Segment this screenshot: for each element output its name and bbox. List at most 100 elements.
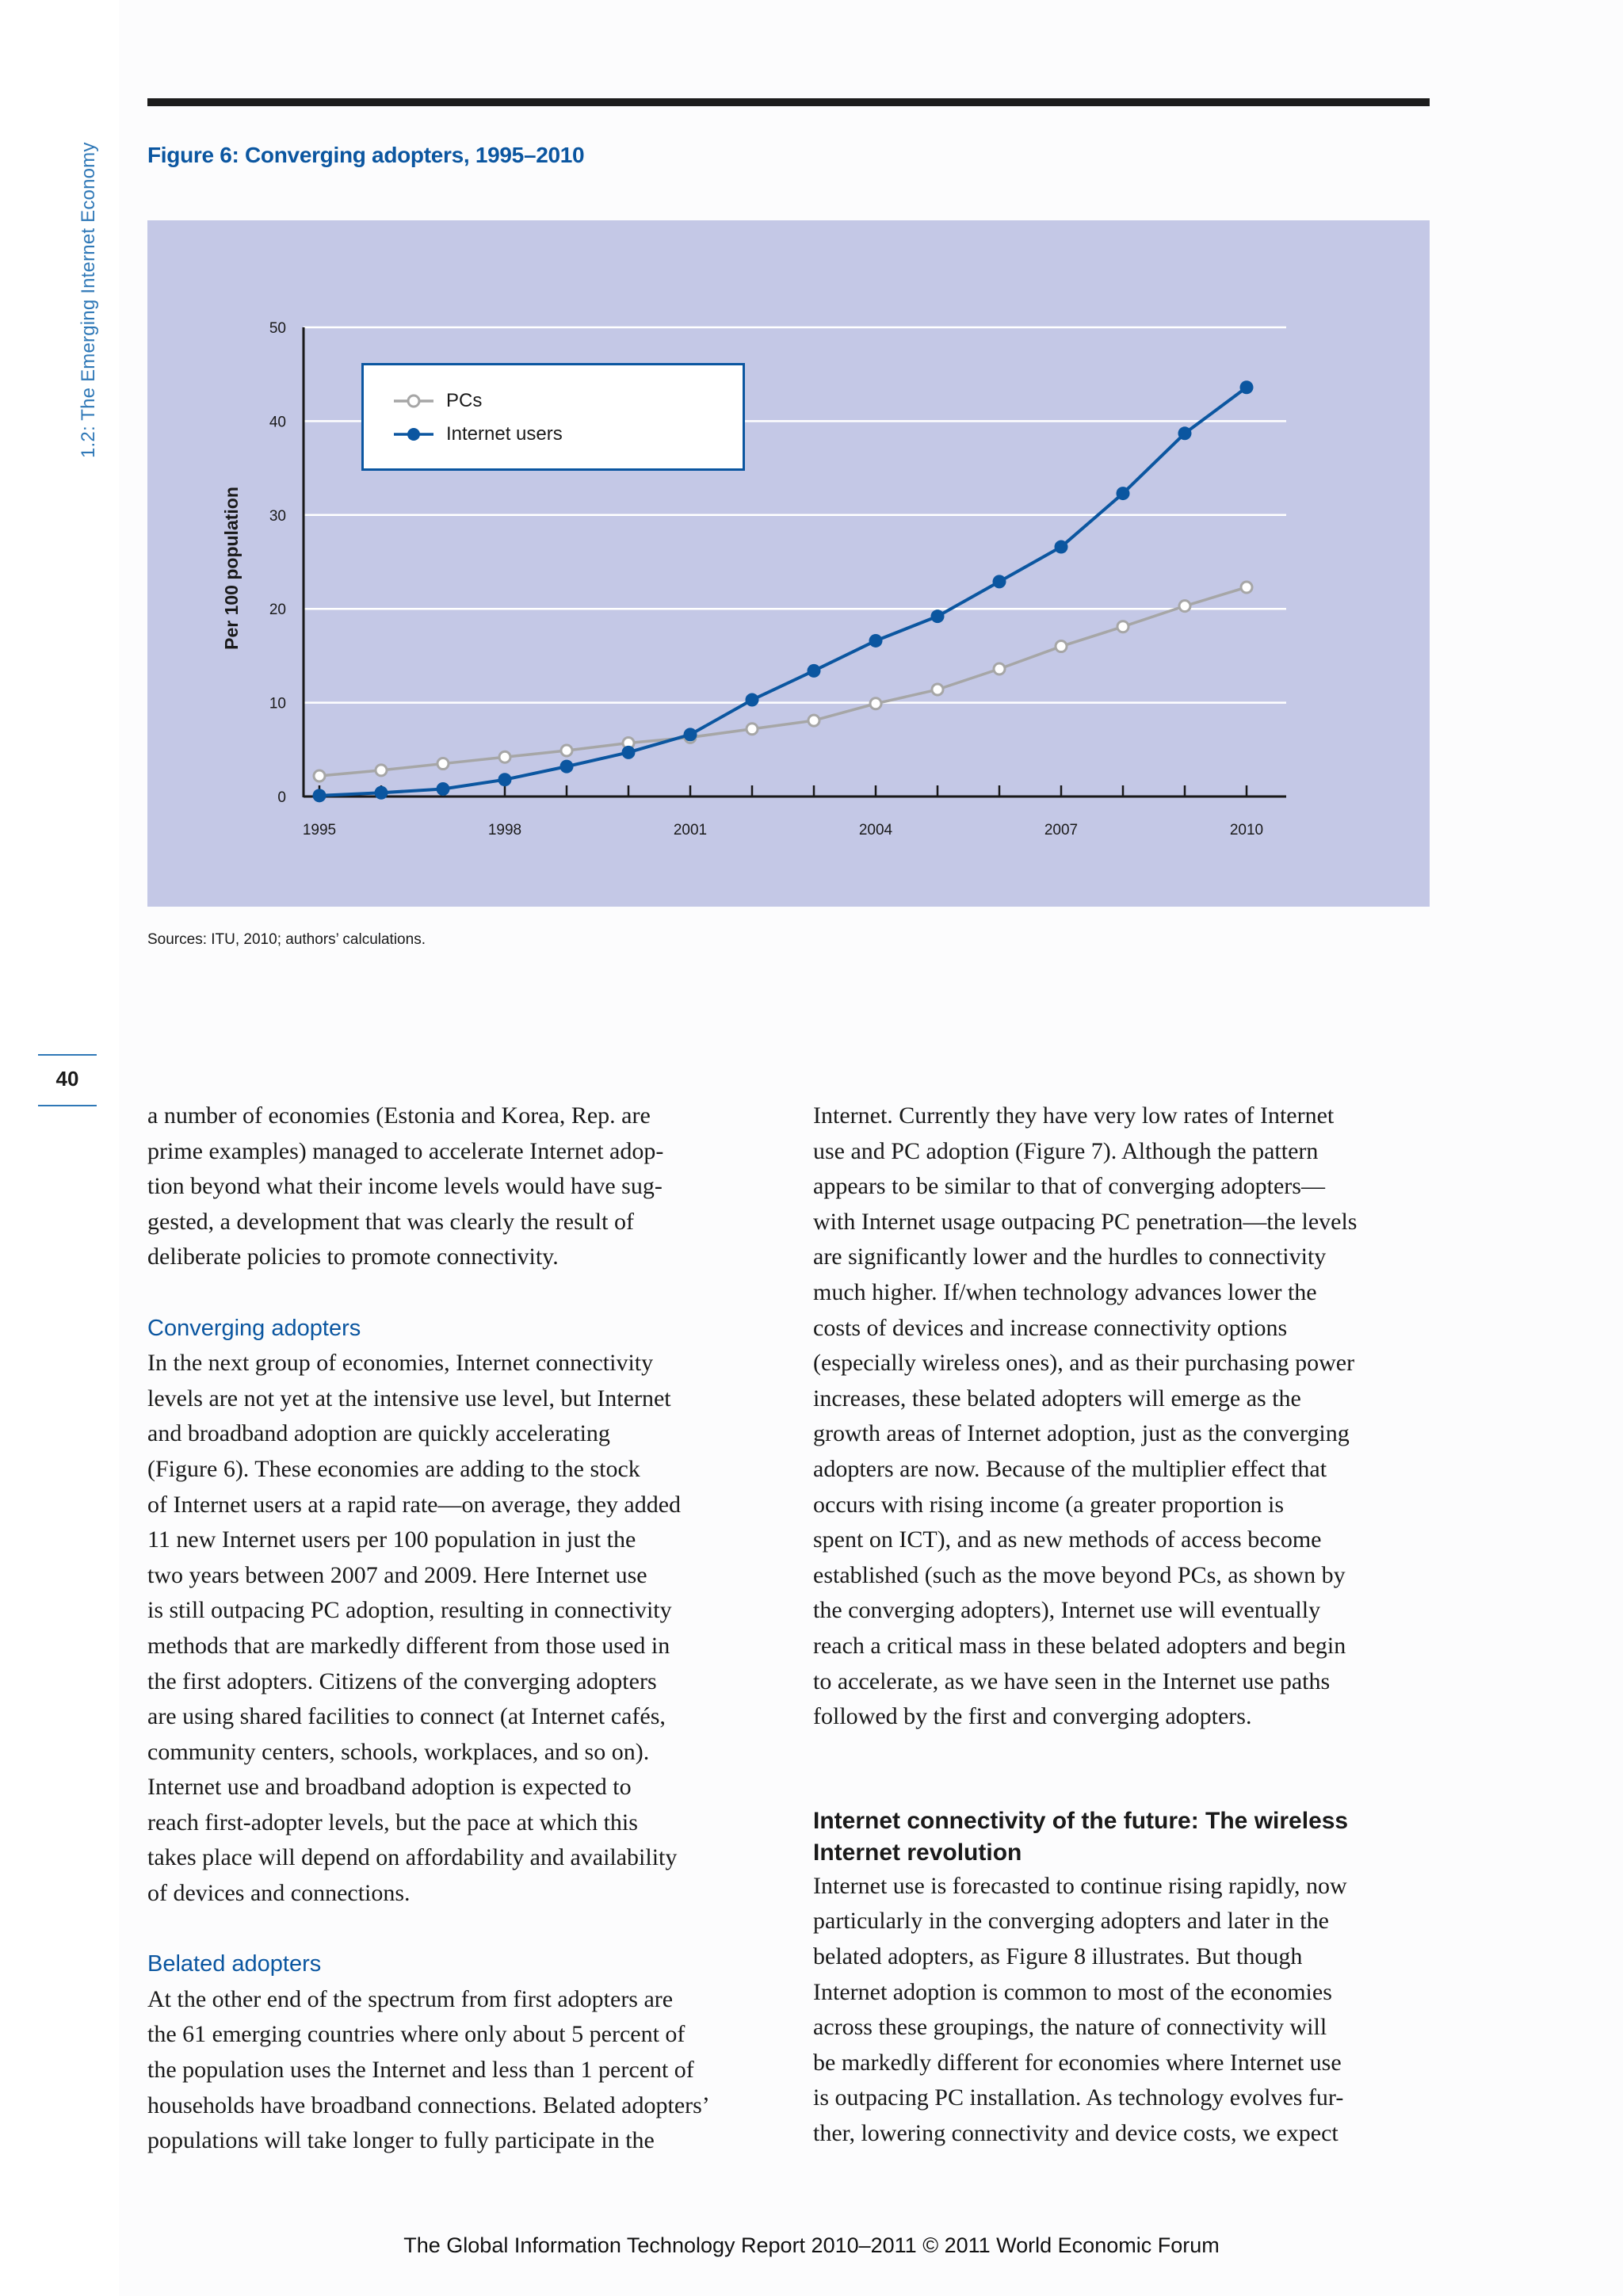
internet-users-data-point [1239, 380, 1254, 395]
text-line: use and PC adoption (Figure 7). Although… [813, 1137, 1319, 1164]
text-line: In the next group of economies, Internet… [147, 1350, 654, 1377]
line-chart: 0 10 20 30 40 50 1995 1998 2001 2004 2007 2010 Per 1… [221, 320, 1286, 839]
paragraph: In the next group of economies, Internet… [147, 1346, 766, 1912]
section-heading: Internet connectivity of the future: The… [813, 1805, 1431, 1869]
paragraph-gap [813, 1735, 1431, 1771]
text-line: methods that are markedly different from… [147, 1632, 670, 1659]
internet-users-data-point [1116, 487, 1130, 501]
paragraph: Internet use is forecasted to continue r… [813, 1869, 1431, 2152]
internet-users-series-line [319, 386, 1248, 797]
y-tick-label: 0 [277, 789, 286, 806]
text-line: is still outpacing PC adoption, resultin… [147, 1597, 672, 1624]
text-line: of devices and connections. [147, 1880, 411, 1907]
text-line: levels are not yet at the intensive use … [147, 1385, 671, 1412]
pcs-data-point [436, 757, 450, 771]
text-line: much higher. If/when technology advances… [813, 1278, 1317, 1305]
text-line: (Figure 6). These economies are adding t… [147, 1455, 640, 1482]
pcs-data-point [807, 713, 821, 728]
legend-label-pcs: PCs [446, 390, 483, 411]
chart-panel: 0 10 20 30 40 50 1995 1998 2001 2004 2007 2010 Per 1… [147, 220, 1430, 907]
heading-line: Internet revolution [813, 1839, 1022, 1866]
pcs-data-point [745, 722, 759, 736]
text-line: Internet adoption is common to most of t… [813, 1978, 1332, 2005]
pcs-data-point [992, 662, 1006, 676]
pcs-data-point [869, 697, 883, 711]
pcs-data-point [1054, 640, 1068, 654]
text-line: a number of economies (Estonia and Korea… [147, 1102, 651, 1129]
text-line: are using shared facilities to connect (… [147, 1703, 666, 1730]
text-line: costs of devices and increase connectivi… [813, 1314, 1288, 1341]
text-line: deliberate policies to promote connectiv… [147, 1244, 559, 1270]
text-line: At the other end of the spectrum from fi… [147, 1985, 674, 2012]
text-line: increases, these belated adopters will e… [813, 1385, 1301, 1412]
text-line: with Internet usage outpacing PC penetra… [813, 1208, 1358, 1235]
text-line: of Internet users at a rapid rate—on ave… [147, 1491, 682, 1518]
text-line: appears to be similar to that of converg… [813, 1173, 1325, 1200]
internet-users-data-point [683, 728, 697, 742]
text-line: is outpacing PC installation. As technol… [813, 2084, 1344, 2111]
legend-label-internet-users: Internet users [446, 423, 563, 445]
internet-users-data-point [559, 759, 574, 774]
paragraph-gap [813, 1770, 1431, 1805]
text-line: to accelerate, as we have seen in the In… [813, 1668, 1331, 1694]
body-column-right: Internet. Currently they have very low r… [813, 1098, 1431, 2152]
text-line: belated adopters, as Figure 8 illustrate… [813, 1943, 1303, 1970]
text-line: across these groupings, the nature of co… [813, 2014, 1327, 2041]
internet-users-data-point [745, 693, 759, 707]
text-line: households have broadband connections. B… [147, 2092, 710, 2118]
pcs-data-point [559, 743, 574, 758]
chart-legend: PCs Internet users [361, 363, 745, 471]
pcs-series-marker-icon [394, 394, 433, 408]
internet-users-data-point [930, 609, 945, 624]
text-line: followed by the first and converging ado… [813, 1703, 1252, 1730]
text-line: the 61 emerging countries where only abo… [147, 2021, 685, 2048]
pcs-data-point [498, 750, 512, 764]
page-number-rule-bottom [38, 1105, 97, 1106]
figure-title: Figure 6: Converging adopters, 1995–2010 [147, 143, 585, 167]
text-line: Internet. Currently they have very low r… [813, 1102, 1335, 1129]
paragraph-gap [147, 1912, 766, 1947]
section-subheading: Converging adopters [147, 1315, 361, 1341]
text-line: and broadband adoption are quickly accel… [147, 1420, 610, 1447]
text-line: two years between 2007 and 2009. Here In… [147, 1561, 647, 1588]
legend-item-pcs: PCs [394, 389, 482, 413]
pcs-data-point [1178, 599, 1192, 613]
internet-users-data-point [312, 789, 327, 803]
pcs-data-point [1116, 620, 1130, 634]
text-line: gested, a development that was clearly t… [147, 1208, 634, 1235]
text-line: growth areas of Internet adoption, just … [813, 1420, 1350, 1447]
text-line: (especially wireless ones), and as their… [813, 1350, 1355, 1377]
text-line: are significantly lower and the hurdles … [813, 1244, 1327, 1270]
internet-users-data-point [807, 663, 821, 678]
pcs-data-point [374, 763, 388, 777]
text-line: occurs with rising income (a greater pro… [813, 1491, 1284, 1518]
internet-users-data-point [1054, 540, 1068, 554]
text-line: spent on ICT), and as new methods of acc… [813, 1526, 1322, 1553]
y-tick-label: 30 [269, 508, 286, 525]
text-line: prime examples) managed to accelerate In… [147, 1137, 664, 1164]
pcs-data-point [312, 769, 327, 783]
text-line: Internet use and broadband adoption is e… [147, 1774, 632, 1801]
pcs-data-point [1239, 580, 1254, 594]
x-tick-label: 1998 [488, 822, 521, 839]
y-tick-label: 10 [269, 696, 286, 712]
text-line: 11 new Internet users per 100 population… [147, 1526, 636, 1553]
page-number: 40 [55, 1067, 79, 1091]
x-tick-label: 2004 [859, 822, 893, 839]
pcs-data-point [930, 682, 945, 697]
internet-users-data-point [436, 782, 450, 797]
text-line: established (such as the move beyond PCs… [813, 1561, 1346, 1588]
x-tick-label: 1995 [303, 822, 336, 839]
x-tick-label: 2010 [1230, 822, 1263, 839]
text-line: the converging adopters), Internet use w… [813, 1597, 1321, 1624]
internet-users-data-point [1178, 426, 1192, 441]
text-line: be markedly different for economies wher… [813, 2049, 1342, 2076]
paragraph: At the other end of the spectrum from fi… [147, 1982, 766, 2159]
paragraph: Internet. Currently they have very low r… [813, 1098, 1431, 1735]
y-tick-label: 20 [269, 602, 286, 618]
heading-line: Internet connectivity of the future: The… [813, 1807, 1349, 1834]
body-column-left: a number of economies (Estonia and Korea… [147, 1098, 766, 2159]
text-line: particularly in the converging adopters … [813, 1908, 1329, 1935]
text-line: community centers, schools, workplaces, … [147, 1738, 650, 1765]
paragraph: a number of economies (Estonia and Korea… [147, 1098, 766, 1275]
